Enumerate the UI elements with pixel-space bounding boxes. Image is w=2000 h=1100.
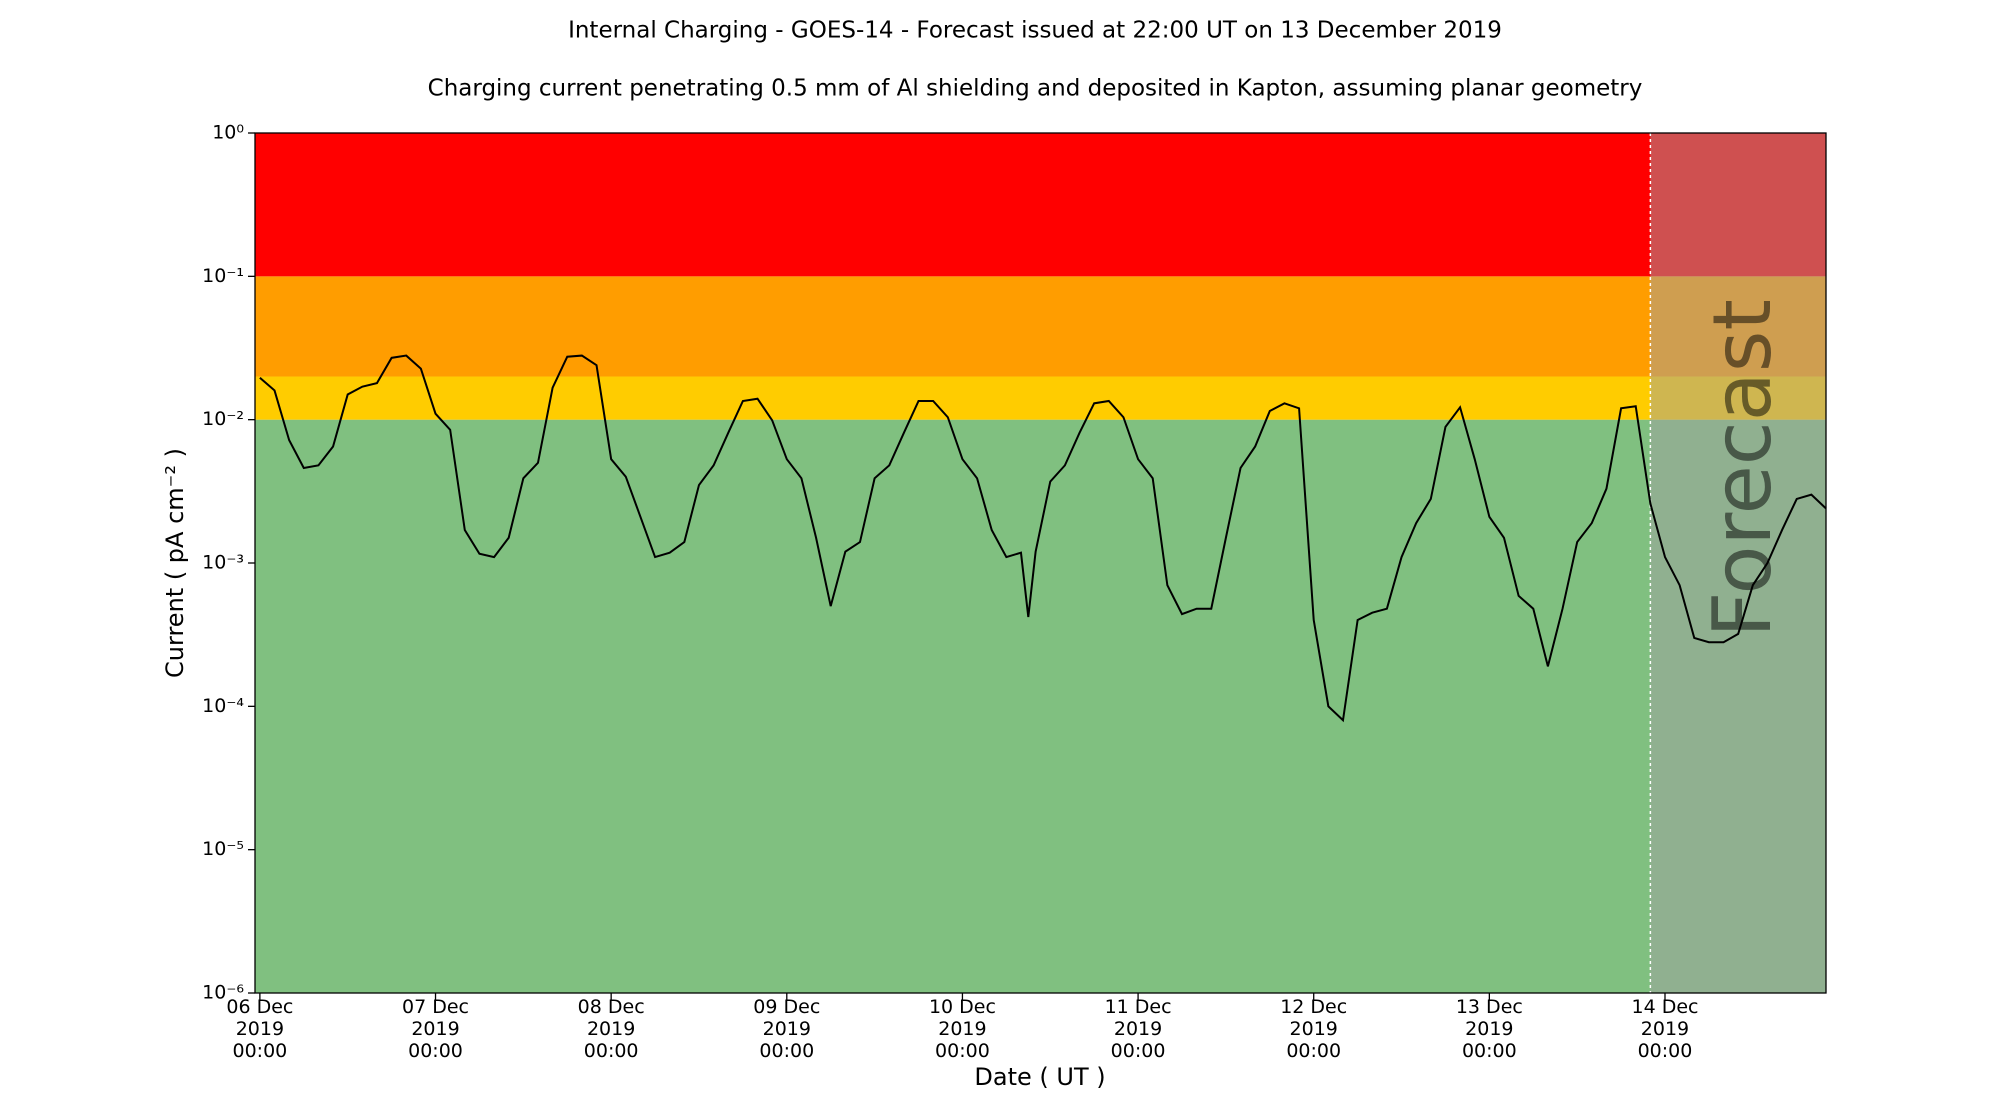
forecast-label: Forecast — [1696, 299, 1789, 638]
x-tick-label: 14 Dec 2019 00:00 — [1631, 996, 1699, 1062]
chart-subtitle: Charging current penetrating 0.5 mm of A… — [428, 76, 1643, 102]
threshold-band — [255, 276, 1826, 377]
x-tick-label: 11 Dec 2019 00:00 — [1104, 996, 1172, 1062]
y-tick-label: 10⁻⁵ — [202, 838, 244, 860]
x-tick-label: 08 Dec 2019 00:00 — [577, 996, 645, 1062]
x-tick-label: 07 Dec 2019 00:00 — [402, 996, 469, 1062]
x-tick-label: 10 Dec 2019 00:00 — [928, 996, 996, 1062]
x-tick-label: 09 Dec 2019 00:00 — [753, 996, 821, 1062]
y-tick-label: 10⁻³ — [202, 552, 244, 574]
threshold-band — [255, 419, 1826, 994]
x-tick-label: 12 Dec 2019 00:00 — [1280, 996, 1348, 1062]
threshold-band — [255, 376, 1826, 420]
y-tick-label: 10⁻¹ — [202, 265, 244, 287]
y-axis-label: Current ( pA cm⁻² ) — [161, 448, 189, 678]
x-tick-label: 06 Dec 2019 00:00 — [226, 996, 294, 1062]
y-tick-label: 10⁻⁴ — [202, 695, 244, 717]
x-axis-label: Date ( UT ) — [974, 1063, 1105, 1091]
x-tick-label: 13 Dec 2019 00:00 — [1455, 996, 1523, 1062]
y-tick-label: 10⁻⁶ — [202, 982, 244, 1004]
y-tick-label: 10⁻² — [202, 408, 244, 430]
threshold-band — [255, 133, 1826, 277]
forecast-region — [1650, 133, 1826, 993]
chart-title: Internal Charging - GOES-14 - Forecast i… — [568, 18, 1502, 44]
data-line — [259, 354, 1827, 723]
y-tick-label: 10⁰ — [212, 122, 244, 144]
